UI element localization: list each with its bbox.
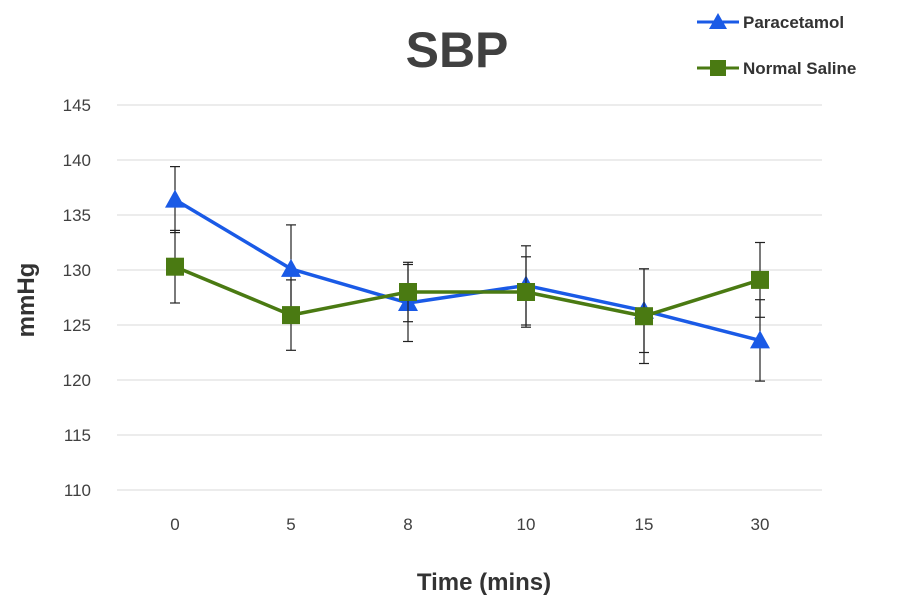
series-layer — [165, 166, 770, 382]
data-point-paracetamol-5 — [281, 258, 301, 277]
y-tick-label: 145 — [63, 96, 91, 115]
gridlines — [117, 104, 822, 491]
y-axis-ticks: 110 115 120 125 130 135 140 145 — [63, 96, 91, 500]
legend-marker-triangle — [709, 13, 727, 29]
y-tick-label: 130 — [63, 261, 91, 280]
legend-label-paracetamol: Paracetamol — [743, 13, 844, 32]
chart-title: SBP — [406, 22, 509, 78]
data-point-normal-saline-30 — [751, 270, 769, 289]
data-point-paracetamol-0 — [165, 189, 185, 208]
y-tick-label: 140 — [63, 151, 91, 170]
y-tick-label: 110 — [64, 481, 91, 500]
series-line-paracetamol — [174, 198, 761, 343]
x-tick-label: 8 — [403, 515, 412, 534]
y-tick-label: 115 — [64, 426, 91, 445]
data-point-normal-saline-8 — [399, 283, 417, 301]
series-line-normal-saline — [174, 265, 761, 318]
data-point-normal-saline-15 — [635, 307, 653, 326]
legend: Paracetamol Normal Saline — [697, 13, 856, 78]
data-point-normal-saline-5 — [282, 306, 300, 325]
data-point-normal-saline-0 — [166, 257, 184, 276]
legend-item-paracetamol: Paracetamol — [697, 13, 844, 32]
legend-label-normal-saline: Normal Saline — [743, 59, 856, 78]
x-axis-title: Time (mins) — [417, 569, 551, 596]
x-axis-ticks: 0 5 8 10 15 30 — [170, 515, 769, 534]
x-tick-label: 5 — [286, 515, 295, 534]
legend-item-normal-saline: Normal Saline — [697, 59, 856, 78]
x-tick-label: 15 — [635, 515, 654, 534]
data-point-paracetamol-30 — [750, 330, 770, 349]
x-tick-label: 0 — [170, 515, 179, 534]
legend-marker-square — [710, 60, 726, 76]
x-tick-label: 10 — [517, 515, 536, 534]
series-paracetamol — [165, 166, 770, 382]
y-axis-title: mmHg — [13, 263, 40, 338]
y-tick-label: 125 — [63, 316, 91, 335]
x-tick-label: 30 — [751, 515, 770, 534]
y-tick-label: 120 — [63, 371, 91, 390]
data-point-normal-saline-10 — [517, 283, 535, 301]
series-normal-saline — [166, 229, 769, 365]
y-tick-label: 135 — [63, 206, 91, 225]
